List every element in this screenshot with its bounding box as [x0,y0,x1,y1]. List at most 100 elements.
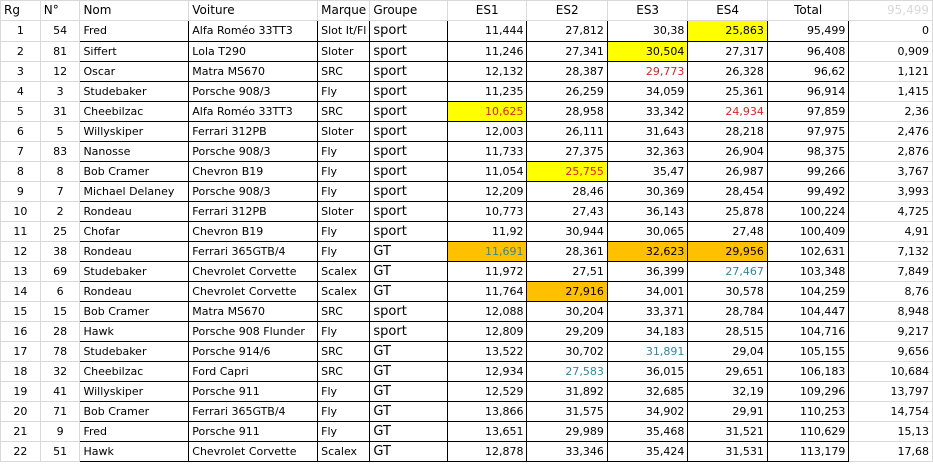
cell-groupe[interactable]: GT [369,241,448,262]
cell-es2[interactable]: 26,111 [526,121,608,142]
cell-nom[interactable]: Oscar [79,61,190,82]
cell-es1[interactable]: 13,866 [446,401,528,422]
cell-voiture[interactable]: Porsche 914/6 [188,341,319,362]
cell-marque[interactable]: SRC [317,341,371,362]
cell-es2[interactable]: 27,375 [526,141,608,162]
cell-es2[interactable]: 29,989 [526,421,608,442]
cell-es4[interactable]: 28,784 [687,301,768,322]
cell-rg[interactable]: 14 [0,281,41,302]
cell-ecart[interactable]: 4,725 [848,201,933,222]
header-groupe[interactable]: Groupe [369,0,448,21]
cell-es1[interactable]: 11,054 [446,161,528,182]
cell-es3[interactable]: 30,369 [606,181,689,202]
cell-ecart[interactable]: 13,797 [848,381,933,402]
cell-ecart[interactable]: 0 [848,20,933,42]
cell-ecart[interactable]: 9,217 [848,321,933,342]
cell-es1[interactable]: 11,764 [446,281,528,302]
cell-ecart[interactable]: 1,121 [848,61,933,82]
cell-groupe[interactable]: GT [369,401,448,422]
cell-rg[interactable]: 3 [0,61,41,82]
cell-nom[interactable]: Fred [79,20,190,42]
cell-groupe[interactable]: sport [369,20,448,42]
cell-ecart[interactable]: 2,36 [848,101,933,122]
cell-es1[interactable]: 10,773 [446,201,528,222]
cell-no[interactable]: 7 [39,181,81,202]
cell-total[interactable]: 98,375 [766,141,850,162]
cell-marque[interactable]: Sloter [317,201,371,222]
header-total[interactable]: Total [766,0,850,21]
cell-es3[interactable]: 34,902 [606,401,689,422]
cell-marque[interactable]: Scalex [317,281,371,302]
cell-es3[interactable]: 30,38 [606,20,689,42]
cell-ecart[interactable]: 1,415 [848,81,933,102]
cell-groupe[interactable]: sport [369,121,448,142]
header-es1[interactable]: ES1 [446,0,528,21]
cell-rg[interactable]: 1 [0,20,41,42]
cell-no[interactable]: 9 [39,421,81,442]
cell-es2[interactable]: 31,892 [526,381,608,402]
cell-es3[interactable]: 32,363 [606,141,689,162]
cell-es4[interactable]: 25,361 [687,81,768,102]
cell-no[interactable]: 6 [39,281,81,302]
cell-ecart[interactable]: 0,909 [848,41,933,62]
cell-groupe[interactable]: sport [369,181,448,202]
cell-es4[interactable]: 29,651 [687,361,768,382]
cell-es4[interactable]: 28,515 [687,321,768,342]
cell-no[interactable]: 51 [39,441,81,462]
cell-voiture[interactable]: Alfa Roméo 33TT3 [188,101,319,122]
cell-es3[interactable]: 31,891 [606,341,689,362]
cell-es3[interactable]: 32,685 [606,381,689,402]
cell-es3[interactable]: 30,504 [606,41,689,62]
cell-total[interactable]: 95,499 [766,20,850,42]
cell-ecart[interactable]: 8,76 [848,281,933,302]
cell-total[interactable]: 110,629 [766,421,850,442]
cell-marque[interactable]: Fly [317,81,371,102]
cell-no[interactable]: 5 [39,121,81,142]
cell-es1[interactable]: 12,003 [446,121,528,142]
cell-es2[interactable]: 28,46 [526,181,608,202]
cell-ecart[interactable]: 7,849 [848,261,933,282]
cell-rg[interactable]: 22 [0,441,41,462]
cell-nom[interactable]: Bob Cramer [79,161,190,182]
header-marque[interactable]: Marque [317,0,371,21]
cell-voiture[interactable]: Chevrolet Corvette [188,281,319,302]
cell-marque[interactable]: Slot It/Fl [317,20,371,42]
cell-nom[interactable]: Willyskiper [79,381,190,402]
cell-voiture[interactable]: Porsche 908/3 [188,181,319,202]
cell-groupe[interactable]: sport [369,141,448,162]
cell-marque[interactable]: Fly [317,401,371,422]
cell-es2[interactable]: 26,259 [526,81,608,102]
cell-es3[interactable]: 35,468 [606,421,689,442]
cell-es1[interactable]: 12,132 [446,61,528,82]
cell-voiture[interactable]: Porsche 911 [188,421,319,442]
cell-ecart[interactable]: 2,876 [848,141,933,162]
cell-es1[interactable]: 12,088 [446,301,528,322]
cell-voiture[interactable]: Ford Capri [188,361,319,382]
cell-groupe[interactable]: sport [369,61,448,82]
cell-es2[interactable]: 28,361 [526,241,608,262]
cell-total[interactable]: 100,224 [766,201,850,222]
cell-no[interactable]: 2 [39,201,81,222]
cell-ecart[interactable]: 15,13 [848,421,933,442]
cell-es3[interactable]: 36,143 [606,201,689,222]
cell-nom[interactable]: Siffert [79,41,190,62]
cell-es1[interactable]: 13,651 [446,421,528,442]
cell-es3[interactable]: 29,773 [606,61,689,82]
cell-rg[interactable]: 15 [0,301,41,322]
cell-total[interactable]: 110,253 [766,401,850,422]
cell-marque[interactable]: Fly [317,381,371,402]
cell-nom[interactable]: Bob Cramer [79,401,190,422]
cell-es4[interactable]: 29,91 [687,401,768,422]
cell-es4[interactable]: 29,956 [687,241,768,262]
cell-es4[interactable]: 27,48 [687,221,768,242]
cell-total[interactable]: 104,716 [766,321,850,342]
cell-es3[interactable]: 36,015 [606,361,689,382]
cell-es2[interactable]: 27,583 [526,361,608,382]
header-es2[interactable]: ES2 [526,0,608,21]
cell-no[interactable]: 12 [39,61,81,82]
cell-marque[interactable]: Sloter [317,41,371,62]
cell-total[interactable]: 99,266 [766,161,850,182]
cell-marque[interactable]: SRC [317,361,371,382]
cell-groupe[interactable]: GT [369,361,448,382]
cell-nom[interactable]: Chofar [79,221,190,242]
